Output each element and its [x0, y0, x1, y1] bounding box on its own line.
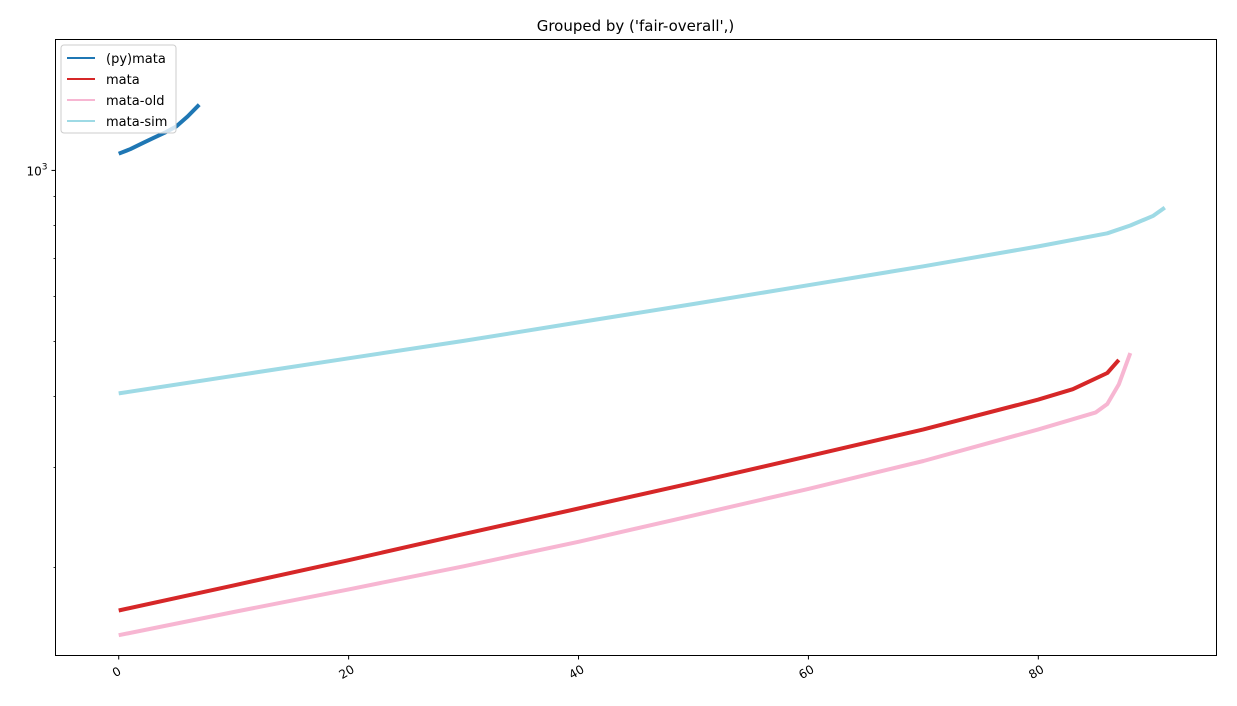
series-line-mata	[118, 358, 1121, 613]
legend: (py)mata mata mata-old mata-sim	[60, 44, 177, 134]
x-axis: 0 20 40 60 80	[110, 655, 1046, 682]
x-tick-label: 40	[566, 662, 586, 682]
x-tick-label: 60	[796, 662, 816, 682]
x-tick-label: 80	[1026, 662, 1046, 682]
series-line-py-mata	[117, 103, 201, 156]
plot-frame	[55, 39, 1217, 656]
chart-title: Grouped by ('fair-overall',)	[537, 17, 735, 35]
legend-label-mata-sim: mata-sim	[106, 115, 167, 130]
legend-label-mata: mata	[106, 73, 140, 88]
legend-label-mata-old: mata-old	[106, 94, 164, 109]
y-tick-label: 103	[26, 162, 47, 178]
legend-box	[60, 44, 177, 134]
y-axis: 103	[26, 162, 56, 568]
series-line-mata-sim	[118, 205, 1166, 396]
x-tick-label: 0	[110, 664, 124, 680]
legend-label-py-mata: (py)mata	[106, 52, 166, 67]
series-layer	[117, 103, 1166, 638]
series-line-mata-old	[118, 352, 1133, 638]
x-tick-label: 20	[337, 662, 357, 682]
